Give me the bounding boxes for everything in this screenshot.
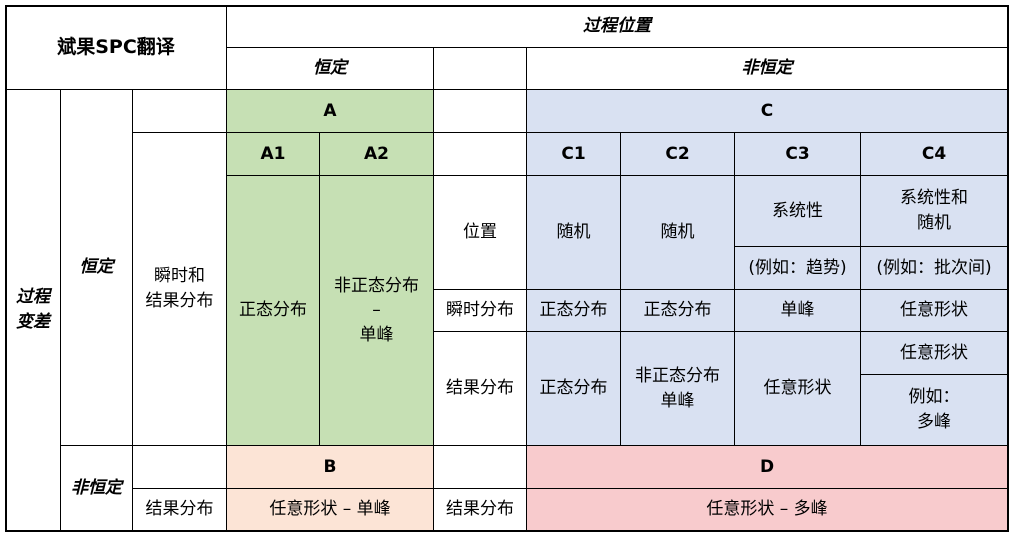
d-result: 任意形状 – 多峰 bbox=[526, 488, 1008, 531]
row-label-result-dist-d: 结果分布 bbox=[433, 488, 527, 531]
category-b: B bbox=[226, 445, 434, 489]
category-a1: A1 bbox=[226, 132, 320, 176]
label-inst-and-result: 瞬时和 结果分布 bbox=[132, 132, 227, 446]
c3-location: 系统性 bbox=[734, 175, 861, 247]
header-location-nonconstant: 非恒定 bbox=[526, 47, 1008, 90]
c4-inst: 任意形状 bbox=[860, 289, 1008, 332]
header-process-location: 过程位置 bbox=[226, 5, 1008, 48]
c1-result: 正态分布 bbox=[526, 331, 621, 446]
blank-cell bbox=[433, 445, 527, 489]
row-label-result-dist-b: 结果分布 bbox=[132, 488, 227, 531]
row-label-inst-dist: 瞬时分布 bbox=[433, 289, 527, 332]
blank-cell bbox=[433, 47, 527, 90]
header-process-variation: 过程变差 bbox=[5, 89, 61, 531]
table-title: 斌果SPC翻译 bbox=[5, 5, 227, 90]
a1-normal: 正态分布 bbox=[226, 175, 320, 446]
category-c2: C2 bbox=[620, 132, 735, 176]
c3-inst: 单峰 bbox=[734, 289, 861, 332]
c2-result: 非正态分布 单峰 bbox=[620, 331, 735, 446]
c4-result-example: 例如： 多峰 bbox=[860, 374, 1008, 446]
c4-example: (例如：批次间) bbox=[860, 246, 1008, 290]
a2-nonnormal-unimodal: 非正态分布 – 单峰 bbox=[319, 175, 434, 446]
blank-cell bbox=[132, 89, 227, 133]
b-result: 任意形状 – 单峰 bbox=[226, 488, 434, 531]
c2-location: 随机 bbox=[620, 175, 735, 290]
row-label-result-dist: 结果分布 bbox=[433, 331, 527, 446]
c4-result: 任意形状 bbox=[860, 331, 1008, 375]
c3-example: (例如：趋势) bbox=[734, 246, 861, 290]
blank-cell bbox=[433, 132, 527, 176]
c1-location: 随机 bbox=[526, 175, 621, 290]
category-c: C bbox=[526, 89, 1008, 133]
category-c3: C3 bbox=[734, 132, 861, 176]
category-d: D bbox=[526, 445, 1008, 489]
category-c4: C4 bbox=[860, 132, 1008, 176]
header-variation-constant: 恒定 bbox=[60, 89, 133, 446]
c2-inst: 正态分布 bbox=[620, 289, 735, 332]
blank-cell bbox=[132, 445, 227, 489]
c4-location: 系统性和 随机 bbox=[860, 175, 1008, 247]
category-c1: C1 bbox=[526, 132, 621, 176]
header-location-constant: 恒定 bbox=[226, 47, 434, 90]
c3-result: 任意形状 bbox=[734, 331, 861, 446]
blank-cell bbox=[433, 89, 527, 133]
row-label-location: 位置 bbox=[433, 175, 527, 290]
c1-inst: 正态分布 bbox=[526, 289, 621, 332]
category-a2: A2 bbox=[319, 132, 434, 176]
header-variation-nonconstant: 非恒定 bbox=[60, 445, 133, 531]
category-a: A bbox=[226, 89, 434, 133]
